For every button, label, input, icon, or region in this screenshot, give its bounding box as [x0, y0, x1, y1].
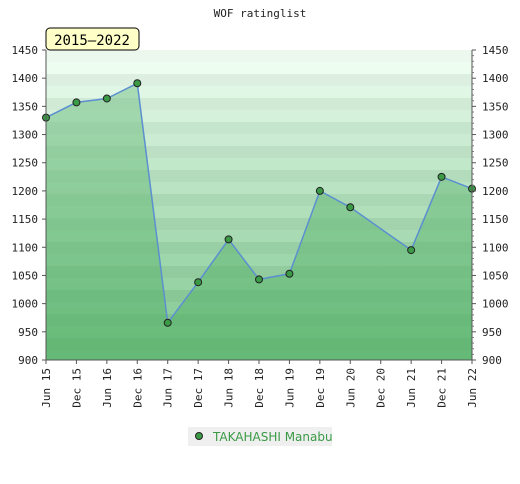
- y-tick-label: 1450: [12, 44, 39, 57]
- x-tick-label: Dec 19: [314, 368, 327, 408]
- data-point: [255, 275, 263, 284]
- data-point: [285, 269, 294, 278]
- chart-title: WOF ratinglist: [214, 7, 307, 20]
- points-layer: [42, 79, 476, 327]
- grid-band: [46, 74, 472, 86]
- y-tick-label: 1300: [482, 129, 509, 142]
- grid-band: [46, 98, 472, 110]
- y-tick-label: 1250: [12, 157, 39, 170]
- x-tick-label: Dec 18: [253, 368, 266, 408]
- y-tick-label: 1150: [12, 213, 39, 226]
- data-point: [407, 246, 416, 255]
- x-tick-label: Dec 20: [375, 368, 388, 408]
- area-layer: [46, 83, 472, 361]
- legend: TAKAHASHI Manabu: [188, 427, 333, 446]
- grid-band: [46, 182, 472, 194]
- y-ticks-left: 900 950 1000 1050 1100 1150 1200 1250 1300 1350 14…: [12, 44, 46, 367]
- x-ticks: Jun 15 Dec 15 Jun 16 Dec 16 Jun 17 Dec 17 Jun …: [40, 360, 479, 408]
- grid-band: [46, 110, 472, 122]
- data-point: [163, 318, 172, 327]
- line-layer: [45, 82, 473, 325]
- data-point: [437, 172, 446, 181]
- y-tick-label: 1200: [12, 185, 39, 198]
- data-point: [315, 186, 324, 195]
- y-tick-label: 1050: [482, 269, 509, 282]
- grid-band: [46, 134, 472, 146]
- y-tick-label: 1450: [482, 44, 509, 57]
- data-point: [224, 235, 233, 244]
- x-tick-label: Jun 19: [283, 368, 296, 408]
- y-tick-label: 1200: [482, 185, 509, 198]
- x-tick-label: Dec 16: [131, 368, 144, 408]
- series-line: [45, 82, 473, 325]
- x-tick-label: Jun 16: [101, 368, 114, 408]
- series-area: [46, 83, 472, 361]
- y-tick-label: 1300: [12, 129, 39, 142]
- x-tick-label: Dec 15: [70, 368, 83, 408]
- y-tick-label: 900: [482, 354, 502, 367]
- y-tick-label: 1000: [482, 298, 509, 311]
- legend-label: TAKAHASHI Manabu: [212, 430, 333, 444]
- grid-band: [46, 50, 472, 62]
- x-tick-label: Jun 21: [405, 368, 418, 408]
- data-point: [346, 203, 355, 212]
- x-tick-label: Dec 21: [436, 368, 449, 408]
- y-tick-label: 1400: [482, 72, 509, 85]
- x-tick-label: Jun 22: [466, 368, 479, 408]
- data-point: [102, 94, 111, 103]
- y-tick-label: 1050: [12, 269, 39, 282]
- x-tick-label: Jun 18: [223, 368, 236, 408]
- period-badge: 2015–2022: [45, 27, 140, 51]
- y-tick-label: 1350: [482, 100, 509, 113]
- y-tick-label: 950: [482, 326, 502, 339]
- y-tick-label: 1400: [12, 72, 39, 85]
- grid-band: [46, 170, 472, 182]
- x-tick-label: Dec 17: [192, 368, 205, 408]
- grid-band: [46, 146, 472, 158]
- y-tick-label: 900: [18, 354, 38, 367]
- grid-band: [46, 158, 472, 170]
- y-tick-label: 1100: [12, 241, 39, 254]
- y-tick-label: 1100: [482, 241, 509, 254]
- y-tick-label: 1000: [12, 298, 39, 311]
- y-tick-label: 1350: [12, 100, 39, 113]
- period-badge-label: 2015–2022: [54, 33, 130, 49]
- grid-band: [46, 86, 472, 98]
- legend-marker: [195, 432, 203, 440]
- x-tick-label: Jun 20: [344, 368, 357, 408]
- grid-band: [46, 62, 472, 74]
- x-tick-label: Jun 15: [40, 368, 53, 408]
- grid-band: [46, 122, 472, 134]
- y-ticks-right: 900 950 1000 1050 1100 1150 1200 1250 1300 1350 14…: [472, 44, 509, 367]
- y-tick-label: 950: [18, 326, 38, 339]
- data-point: [194, 278, 203, 287]
- y-tick-label: 1250: [482, 157, 509, 170]
- data-point: [72, 98, 81, 107]
- data-point: [133, 79, 142, 88]
- y-tick-label: 1150: [482, 213, 509, 226]
- period-badge-box: [45, 27, 140, 51]
- x-tick-label: Jun 17: [162, 368, 175, 408]
- legend-box: [188, 427, 332, 446]
